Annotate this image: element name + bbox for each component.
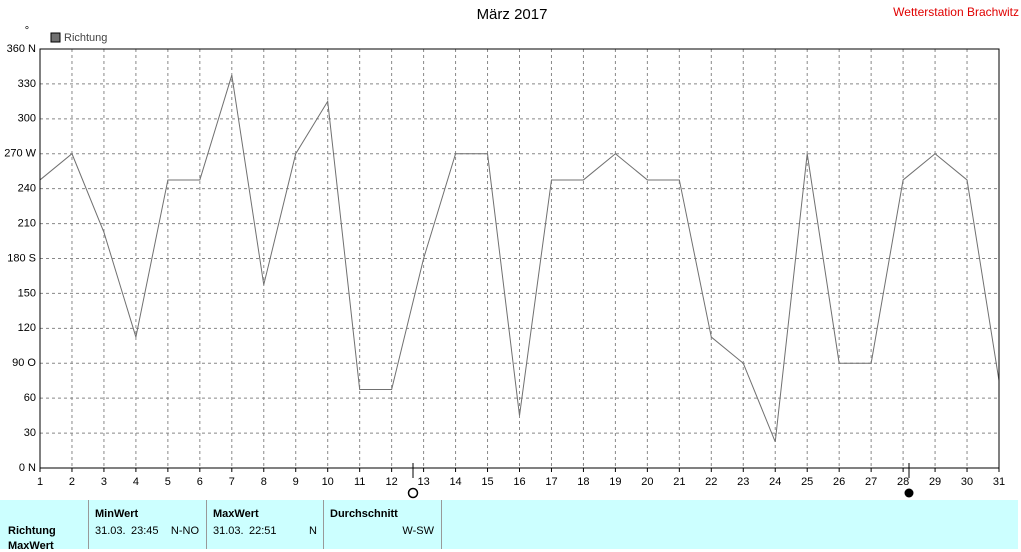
row-label: Richtung	[8, 525, 56, 537]
x-tick-label: 28	[897, 476, 909, 488]
col-header: MinWert	[95, 508, 139, 520]
station-name: Wetterstation Brachwitz	[893, 5, 1019, 19]
x-tick-label: 16	[513, 476, 525, 488]
legend-swatch	[50, 32, 61, 43]
value: N-NO	[170, 525, 199, 537]
full-moon	[407, 487, 419, 499]
y-unit: °	[25, 25, 29, 37]
y-tick-label: 360 N	[7, 43, 36, 55]
row-label: MaxWert	[8, 540, 54, 552]
x-tick-label: 3	[101, 476, 107, 488]
x-tick-label: 6	[197, 476, 203, 488]
x-tick-label: 22	[705, 476, 717, 488]
col-header: MaxWert	[213, 508, 259, 520]
col-header: Durchschnitt	[330, 508, 398, 520]
x-tick-label: 27	[865, 476, 877, 488]
x-tick-label: 11	[354, 476, 365, 488]
x-tick-label: 20	[641, 476, 653, 488]
min-column: MinWert 31.03. 23:45 N-NO	[88, 500, 206, 549]
x-tick-label: 1	[37, 476, 43, 488]
y-tick-label: 180 S	[7, 252, 36, 264]
max-column: MaxWert 31.03. 22:51 N	[206, 500, 324, 549]
value: N	[309, 525, 317, 537]
x-tick-label: 10	[322, 476, 334, 488]
x-tick-label: 9	[293, 476, 299, 488]
x-tick-label: 19	[609, 476, 621, 488]
y-tick-label: 210	[18, 217, 36, 229]
summary-table: Richtung MaxWert MinWert 31.03. 23:45 N-…	[0, 500, 1018, 552]
x-tick-label: 4	[133, 476, 139, 488]
x-tick-label: 30	[961, 476, 973, 488]
x-tick-label: 12	[386, 476, 398, 488]
value: W-SW	[402, 525, 434, 537]
y-tick-label: 150	[18, 287, 36, 299]
plot-frame	[39, 48, 1000, 469]
y-tick-label: 60	[24, 392, 36, 404]
x-tick-label: 17	[545, 476, 557, 488]
y-tick-label: 330	[18, 78, 36, 90]
x-tick-label: 18	[577, 476, 589, 488]
x-tick-label: 24	[769, 476, 781, 488]
time: 22:51	[249, 525, 277, 537]
new-moon	[904, 488, 914, 498]
legend-label: Richtung	[64, 32, 107, 44]
y-tick-label: 90 O	[12, 357, 36, 369]
data-line	[39, 75, 1000, 443]
x-tick-label: 2	[69, 476, 75, 488]
date: 31.03.	[95, 525, 126, 537]
x-tick-label: 8	[261, 476, 267, 488]
date: 31.03.	[213, 525, 244, 537]
time: 23:45	[131, 525, 159, 537]
y-tick-label: 120	[18, 322, 36, 334]
x-tick-label: 21	[673, 476, 685, 488]
y-tick-label: 300	[18, 113, 36, 125]
avg-column: Durchschnitt W-SW	[323, 500, 442, 549]
x-tick-label: 26	[833, 476, 845, 488]
x-tick-label: 15	[481, 476, 493, 488]
x-tick-label: 29	[929, 476, 941, 488]
x-tick-label: 14	[449, 476, 461, 488]
chart-title: März 2017	[477, 6, 548, 23]
y-tick-label: 0 N	[19, 462, 36, 474]
y-tick-label: 270 W	[4, 148, 36, 160]
chart: März 2017 Wetterstation Brachwitz ° Rich…	[4, 5, 1019, 499]
x-tick-label: 23	[737, 476, 749, 488]
x-tick-label: 5	[165, 476, 171, 488]
x-tick-label: 25	[801, 476, 813, 488]
y-tick-label: 240	[18, 183, 36, 195]
x-tick-label: 13	[417, 476, 429, 488]
y-tick-label: 30	[24, 427, 36, 439]
x-tick-label: 31	[993, 476, 1005, 488]
x-tick-label: 7	[229, 476, 235, 488]
